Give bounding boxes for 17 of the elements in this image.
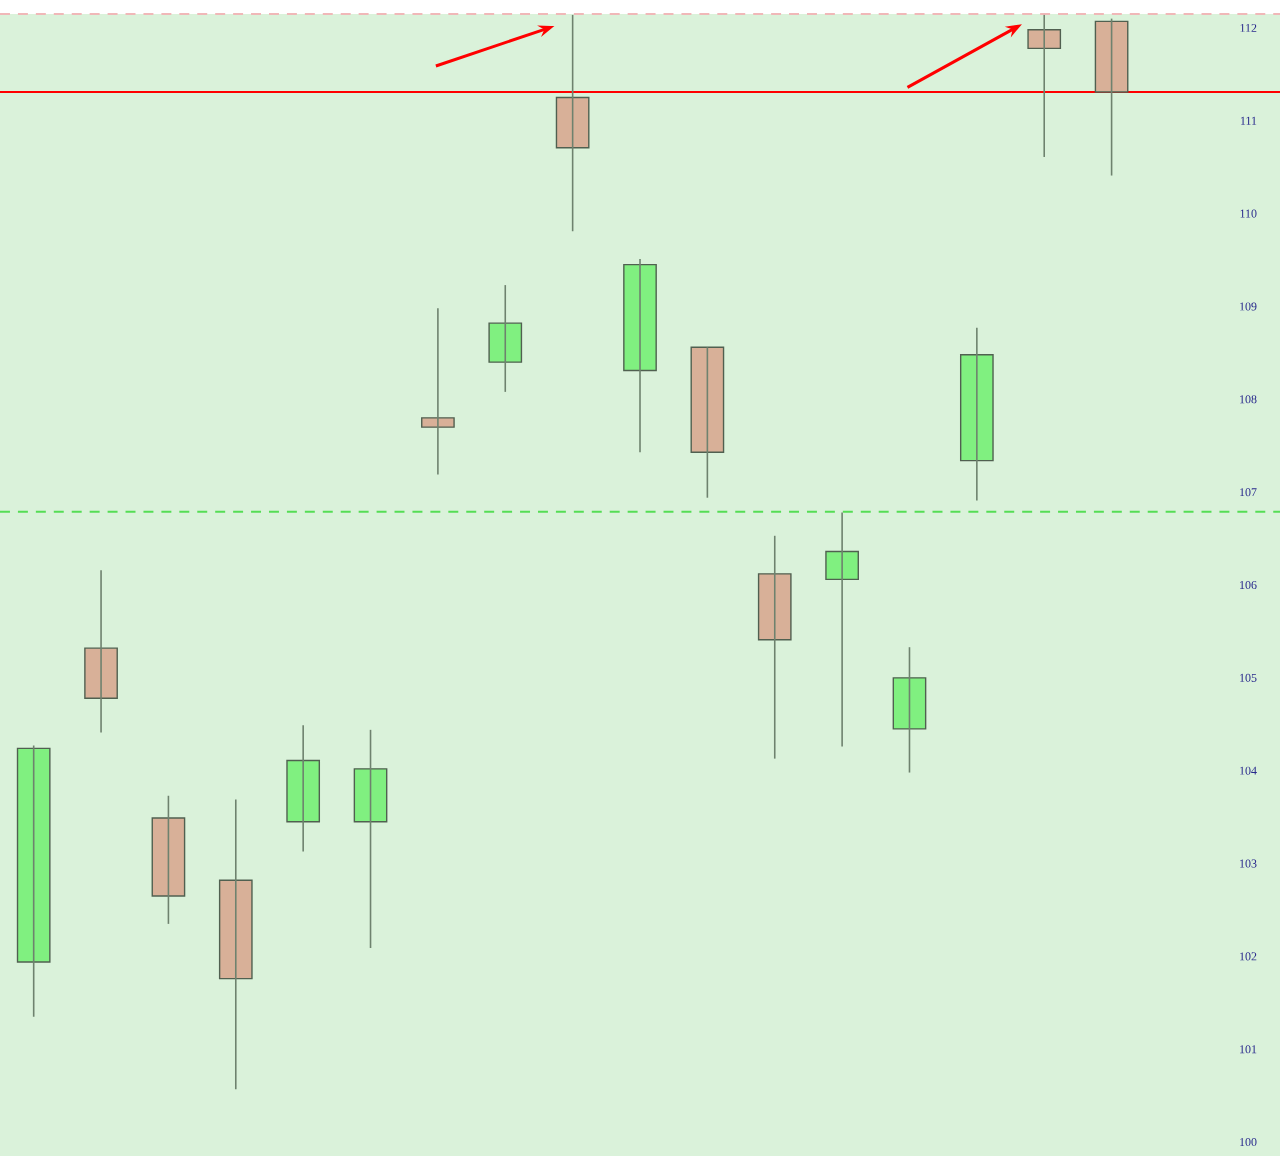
candlestick (151, 794, 186, 925)
candlestick (421, 307, 455, 476)
candlestick (353, 729, 388, 949)
candlestick (84, 569, 118, 734)
candlestick (555, 14, 590, 233)
candlestick (959, 327, 994, 502)
candlestick (286, 724, 321, 853)
candlestick (623, 258, 657, 454)
candlestick (690, 346, 725, 499)
candlestick (16, 744, 51, 1018)
candlestick (488, 284, 523, 393)
candlestick (892, 646, 927, 774)
candlestick (757, 534, 792, 760)
candlestick (825, 511, 859, 748)
candlestick (1094, 17, 1129, 177)
candlestick (218, 798, 253, 1090)
candlestick (1027, 14, 1062, 158)
